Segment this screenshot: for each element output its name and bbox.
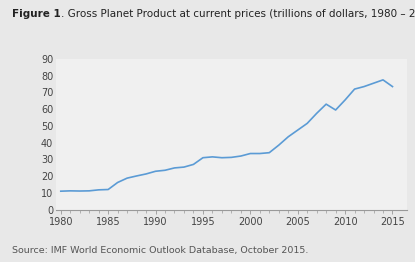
Text: . Gross Planet Product at current prices (trillions of dollars, 1980 – 2015): . Gross Planet Product at current prices… [61,9,415,19]
Text: Source: IMF World Economic Outlook Database, October 2015.: Source: IMF World Economic Outlook Datab… [12,247,309,255]
Text: Figure 1: Figure 1 [12,9,61,19]
